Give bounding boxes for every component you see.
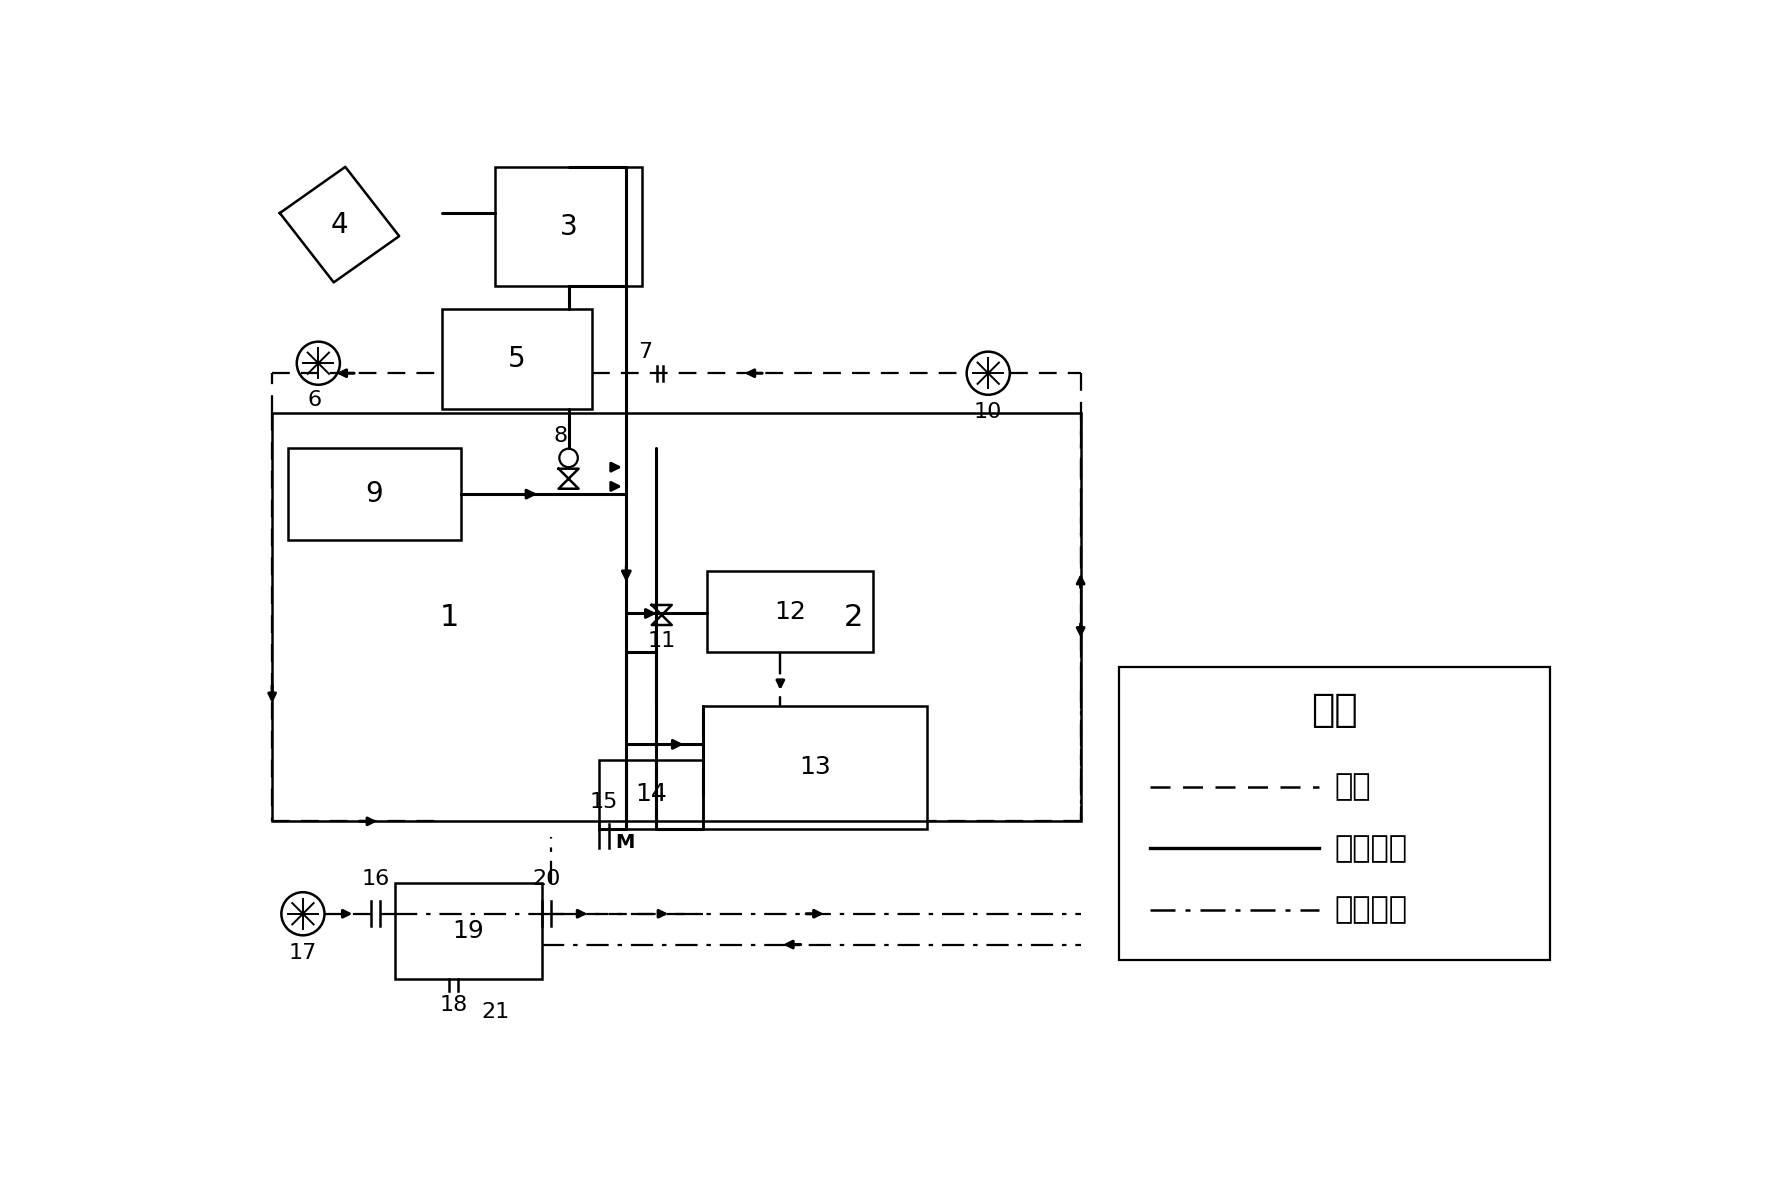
Text: M: M [615, 834, 634, 853]
Bar [395, 883, 542, 979]
Text: 12: 12 [774, 599, 806, 623]
Text: 17: 17 [289, 943, 317, 963]
Bar [1120, 667, 1550, 960]
Bar [441, 309, 592, 410]
Text: 19: 19 [452, 919, 484, 943]
Bar [496, 167, 641, 286]
Text: 10: 10 [975, 401, 1003, 422]
Text: 18: 18 [439, 994, 468, 1015]
Text: 7: 7 [638, 341, 652, 362]
Text: 16: 16 [361, 869, 390, 889]
Text: 8: 8 [555, 425, 569, 446]
Text: 4: 4 [331, 211, 349, 238]
Text: 14: 14 [636, 782, 668, 806]
Text: 21: 21 [482, 1003, 510, 1022]
Text: 2: 2 [843, 603, 863, 631]
Text: 除湿溶液: 除湿溶液 [1334, 895, 1407, 925]
Text: 5: 5 [509, 345, 526, 374]
Bar [273, 413, 626, 822]
Text: 6: 6 [307, 391, 321, 410]
Bar [626, 413, 1081, 822]
Text: 13: 13 [799, 756, 831, 780]
Text: 9: 9 [365, 480, 383, 508]
Text: 3: 3 [560, 212, 578, 241]
Bar [287, 448, 461, 540]
Text: 15: 15 [590, 792, 618, 812]
Text: 20: 20 [532, 869, 560, 889]
Bar [599, 760, 703, 829]
Bar [707, 571, 874, 652]
Text: 空气: 空气 [1334, 773, 1372, 801]
Text: 制冷工质: 制冷工质 [1334, 834, 1407, 863]
Text: 图例: 图例 [1311, 691, 1357, 728]
Text: 11: 11 [647, 631, 675, 652]
Bar [703, 706, 927, 829]
Text: 1: 1 [439, 603, 459, 631]
